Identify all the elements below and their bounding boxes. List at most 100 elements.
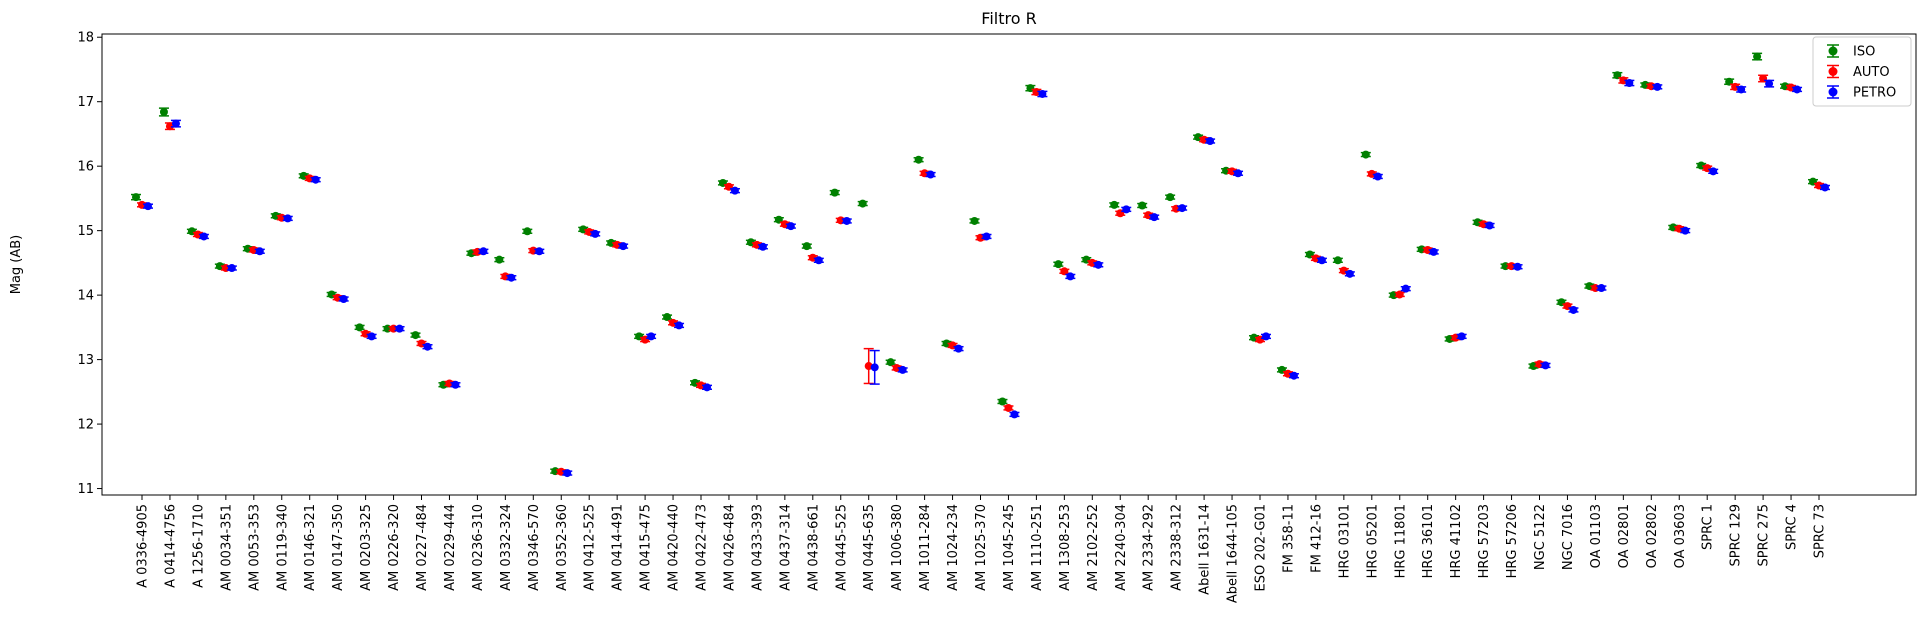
data-point xyxy=(1653,83,1661,91)
x-tick-label: AM 0445-635 xyxy=(862,504,877,591)
data-point xyxy=(451,381,459,389)
x-tick-label: FM 412-16 xyxy=(1309,504,1324,573)
x-tick-label: HRG 57203 xyxy=(1477,504,1492,578)
data-point xyxy=(340,295,348,303)
data-point xyxy=(1334,256,1342,264)
data-point xyxy=(899,366,907,374)
data-point xyxy=(1765,80,1773,88)
x-tick-label: AM 0119-340 xyxy=(275,504,290,591)
data-point xyxy=(1597,284,1605,292)
data-point xyxy=(368,332,376,340)
x-tick-label: AM 0229-444 xyxy=(443,504,458,591)
data-point xyxy=(563,469,571,477)
data-point xyxy=(1396,290,1404,298)
data-point xyxy=(831,189,839,197)
data-point xyxy=(1010,410,1018,418)
legend-marker xyxy=(1829,67,1838,76)
data-point xyxy=(983,232,991,240)
y-axis-label: Mag (AB) xyxy=(9,235,24,295)
x-tick-label: A 0336-4905 xyxy=(136,504,151,588)
x-tick-label: ESO 202-G01 xyxy=(1254,504,1269,591)
x-tick-label: OA 02801 xyxy=(1617,504,1632,568)
x-tick-label: AM 1110-251 xyxy=(1030,504,1045,591)
data-point xyxy=(1458,332,1466,340)
data-point xyxy=(1094,261,1102,269)
x-tick-label: AM 0236-310 xyxy=(471,504,486,591)
data-point xyxy=(1122,205,1130,213)
x-tick-label: AM 0438-661 xyxy=(806,504,821,591)
data-point xyxy=(1054,260,1062,268)
data-point xyxy=(1402,285,1410,293)
x-tick-label: AM 0203-325 xyxy=(359,504,374,591)
data-point xyxy=(1066,272,1074,280)
data-point xyxy=(731,187,739,195)
data-point xyxy=(1486,221,1494,229)
x-tick-label: AM 0053-353 xyxy=(247,504,262,591)
x-tick-label: AM 0426-484 xyxy=(722,504,737,591)
data-point xyxy=(172,120,180,128)
x-tick-label: HRG 03101 xyxy=(1337,504,1352,578)
data-point xyxy=(1542,361,1550,369)
data-point xyxy=(663,313,671,321)
data-point xyxy=(1362,151,1370,159)
data-point xyxy=(1569,306,1577,314)
legend-label: AUTO xyxy=(1853,65,1890,80)
data-point xyxy=(1514,263,1522,271)
x-tick-label: HRG 41102 xyxy=(1449,504,1464,578)
legend-label: ISO xyxy=(1853,45,1875,60)
data-point xyxy=(1178,204,1186,212)
data-point xyxy=(675,321,683,329)
y-tick-label: 11 xyxy=(77,482,94,497)
x-tick-label: OA 02802 xyxy=(1645,504,1660,568)
data-point xyxy=(591,230,599,238)
data-point xyxy=(815,256,823,264)
x-tick-label: AM 0227-484 xyxy=(415,504,430,591)
data-point xyxy=(1262,332,1270,340)
x-tick-label: HRG 05201 xyxy=(1365,504,1380,578)
data-point xyxy=(619,242,627,250)
chart-title: Filtro R xyxy=(981,9,1036,28)
data-point xyxy=(703,383,711,391)
data-point xyxy=(228,264,236,272)
x-tick-label: A 0414-4756 xyxy=(163,504,178,588)
x-tick-label: NGC 7016 xyxy=(1561,504,1576,570)
x-tick-label: AM 1308-253 xyxy=(1058,504,1073,591)
data-point xyxy=(759,243,767,251)
data-point xyxy=(1681,227,1689,235)
data-point xyxy=(256,247,264,255)
y-tick-label: 14 xyxy=(77,289,94,304)
data-point xyxy=(507,274,515,282)
y-tick-label: 18 xyxy=(77,31,94,46)
data-point xyxy=(1138,202,1146,210)
data-point xyxy=(1234,169,1242,177)
data-point xyxy=(160,108,168,116)
x-tick-label: Abell 1631-14 xyxy=(1198,504,1213,595)
data-point xyxy=(927,171,935,179)
x-tick-label: AM 0226-320 xyxy=(387,504,402,591)
data-point xyxy=(1150,213,1158,221)
x-tick-label: AM 1011-284 xyxy=(918,504,933,591)
x-tick-label: HRG 11801 xyxy=(1393,504,1408,578)
data-point xyxy=(1206,137,1214,145)
data-point xyxy=(803,242,811,250)
data-point xyxy=(412,331,420,339)
data-point xyxy=(535,247,543,255)
y-tick-label: 12 xyxy=(77,418,94,433)
x-tick-label: AM 0332-324 xyxy=(499,504,514,591)
legend-marker xyxy=(1829,47,1838,56)
x-tick-label: AM 0420-440 xyxy=(667,504,682,591)
x-tick-label: AM 2334-292 xyxy=(1142,504,1157,591)
data-point xyxy=(1110,201,1118,209)
data-point xyxy=(971,217,979,225)
x-tick-label: OA 03603 xyxy=(1673,504,1688,568)
x-tick-label: AM 1006-380 xyxy=(890,504,905,591)
data-point xyxy=(1166,193,1174,201)
data-point xyxy=(1709,167,1717,175)
legend-label: PETRO xyxy=(1853,86,1896,101)
data-point xyxy=(887,358,895,366)
data-point xyxy=(495,256,503,264)
x-tick-label: AM 0147-350 xyxy=(331,504,346,591)
x-tick-label: AM 1045-245 xyxy=(1002,504,1017,591)
data-point xyxy=(1374,172,1382,180)
y-tick-label: 15 xyxy=(77,224,94,239)
